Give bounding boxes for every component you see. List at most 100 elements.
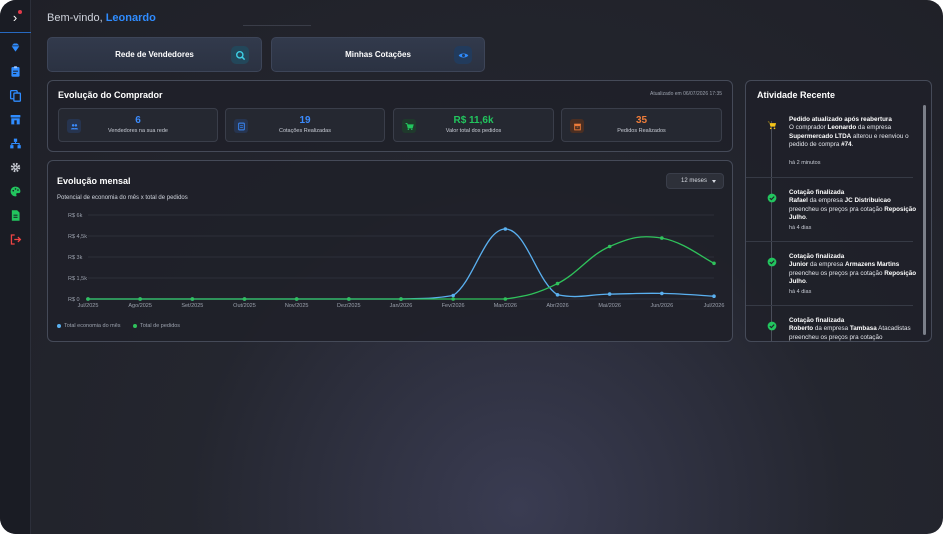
stat-total-value: R$ 11,6k [453, 115, 494, 126]
activity-description: Junior da empresa Armazens Martins preen… [789, 261, 917, 286]
y-tick-label: R$ 4,5k [68, 234, 87, 240]
legend-savings-label: Total economia do mês [64, 323, 121, 329]
sidebar: › [0, 0, 31, 534]
activity-title: Pedido atualizado após reabertura [789, 116, 892, 123]
stat-vendors-label: Vendedores na sua rede [108, 128, 168, 134]
updated-timestamp: Atualizado em 06/07/2026 17:35 [650, 91, 722, 97]
activity-scrollbar[interactable] [923, 105, 926, 335]
activity-item[interactable]: Pedido atualizado após reabertura O compr… [746, 113, 913, 177]
x-tick-label: Abr/2026 [546, 303, 568, 309]
data-point [451, 293, 455, 298]
data-point [607, 292, 612, 296]
data-point [242, 297, 247, 301]
copy-icon[interactable] [9, 89, 22, 102]
legend-savings: Total economia do mês [57, 323, 121, 329]
stat-total-label: Valor total dos pedidos [445, 128, 502, 134]
activity-time: há 4 dias [789, 225, 812, 231]
activity-title: Cotação finalizada [789, 253, 845, 260]
activity-item[interactable]: Cotação finalizada Junior da empresa Arma… [746, 241, 916, 305]
network-icon[interactable] [9, 137, 22, 150]
x-tick-label: Jun/2026 [651, 303, 674, 309]
data-point [347, 297, 351, 301]
clipboard-icon[interactable] [9, 65, 22, 78]
welcome-message: Bem-vindo, Leonardo [47, 12, 156, 24]
chevron-down-icon [712, 180, 716, 183]
data-point [451, 297, 455, 301]
activity-list[interactable]: Pedido atualizado após reabertura O compr… [746, 105, 931, 341]
data-point [399, 297, 403, 301]
palette-icon[interactable] [9, 185, 22, 198]
data-point [555, 281, 560, 286]
stat-quotes-label: Cotações Realizadas [279, 128, 331, 134]
user-name: Leonardo [105, 12, 156, 24]
activity-time: há 2 minutos [789, 160, 821, 166]
y-tick-label: R$ 0 [68, 297, 80, 303]
stat-vendors-value: 6 [135, 115, 141, 126]
x-tick-label: Fev/2026 [442, 303, 465, 309]
x-tick-label: Dez/2025 [337, 303, 361, 309]
x-tick-label: Nov/2025 [285, 303, 309, 309]
activity-description: O comprador Leonardo da empresa Supermer… [789, 124, 909, 149]
my-quotes-label: Minhas Cotações [345, 50, 411, 59]
activity-description: Roberto da empresa Tambasa Atacadistas p… [789, 325, 911, 341]
welcome-prefix: Bem-vindo, [47, 12, 103, 24]
header-divider [243, 25, 311, 26]
y-tick-label: R$ 3k [68, 255, 83, 261]
document-icon [234, 119, 248, 133]
x-tick-label: Mar/2026 [494, 303, 517, 309]
x-tick-label: Ago/2025 [128, 303, 152, 309]
monthly-evolution-panel: Evolução mensal 12 meses Potencial de ec… [47, 160, 733, 342]
check-circle-icon [767, 254, 777, 267]
stat-quotes-value: 19 [299, 115, 311, 126]
monthly-line-chart: R$ 0 R$ 1,5k R$ 3k R$ 4,5k R$ 6k Jul/2025 Ago/… [68, 213, 725, 309]
recent-activity-panel: Atividade Recente Pedido atualizado após… [745, 80, 932, 342]
vendors-network-label: Rede de Vendedores [115, 50, 194, 59]
data-point [294, 297, 299, 301]
period-select-value: 12 meses [681, 178, 708, 184]
file-icon[interactable] [9, 209, 22, 222]
stat-orders-label: Pedidos Realizados [617, 128, 666, 134]
period-select[interactable]: 12 meses [666, 173, 724, 189]
x-tick-label: Jul/2025 [78, 303, 99, 309]
recent-activity-title: Atividade Recente [757, 90, 836, 100]
activity-item[interactable]: Cotação finalizada Roberto da empresa Tam… [746, 305, 913, 341]
data-point [190, 297, 195, 301]
stat-quotes: 19 Cotações Realizadas [225, 108, 385, 142]
diamond-icon[interactable] [9, 41, 22, 54]
data-point [660, 291, 664, 296]
activity-title: Cotação finalizada [789, 189, 845, 196]
legend-orders-label: Total de pedidos [140, 323, 181, 329]
gear-icon[interactable] [9, 161, 22, 174]
x-tick-label: Jan/2026 [390, 303, 413, 309]
y-tick-label: R$ 1,5k [68, 276, 87, 282]
data-point [712, 261, 716, 266]
check-circle-icon [767, 190, 777, 203]
sidebar-toggle-icon[interactable]: › [12, 10, 18, 25]
activity-title: Cotação finalizada [789, 317, 845, 324]
sidebar-active-indicator [0, 32, 31, 33]
vendors-network-button[interactable]: Rede de Vendedores [47, 37, 262, 72]
buyer-evolution-title: Evolução do Comprador [58, 90, 163, 100]
y-tick-label: R$ 6k [68, 213, 83, 219]
logout-icon[interactable] [9, 233, 22, 246]
store-icon[interactable] [9, 113, 22, 126]
x-tick-label: Out/2025 [233, 303, 256, 309]
x-tick-label: Jul/2026 [704, 303, 725, 309]
stat-vendors: 6 Vendedores na sua rede [58, 108, 218, 142]
data-point [607, 244, 612, 249]
legend-orders: Total de pedidos [133, 323, 180, 329]
chart-subtitle: Potencial de economia do mês x total de … [57, 195, 188, 201]
data-point [555, 293, 560, 297]
stat-orders-value: R$ 11,6k Valor total dos pedidos [393, 108, 554, 142]
stat-orders-count: 35 [635, 115, 648, 126]
box-icon [570, 119, 584, 133]
activity-time: há 4 dias [789, 289, 812, 295]
x-tick-label: Set/2025 [181, 303, 203, 309]
cart-icon [402, 119, 416, 133]
data-point [86, 297, 90, 301]
timeline-line [771, 121, 772, 341]
my-quotes-button[interactable]: Minhas Cotações [271, 37, 485, 72]
cart-icon [767, 117, 777, 130]
activity-item[interactable]: Cotação finalizada Rafael da empresa JC D… [746, 177, 916, 241]
